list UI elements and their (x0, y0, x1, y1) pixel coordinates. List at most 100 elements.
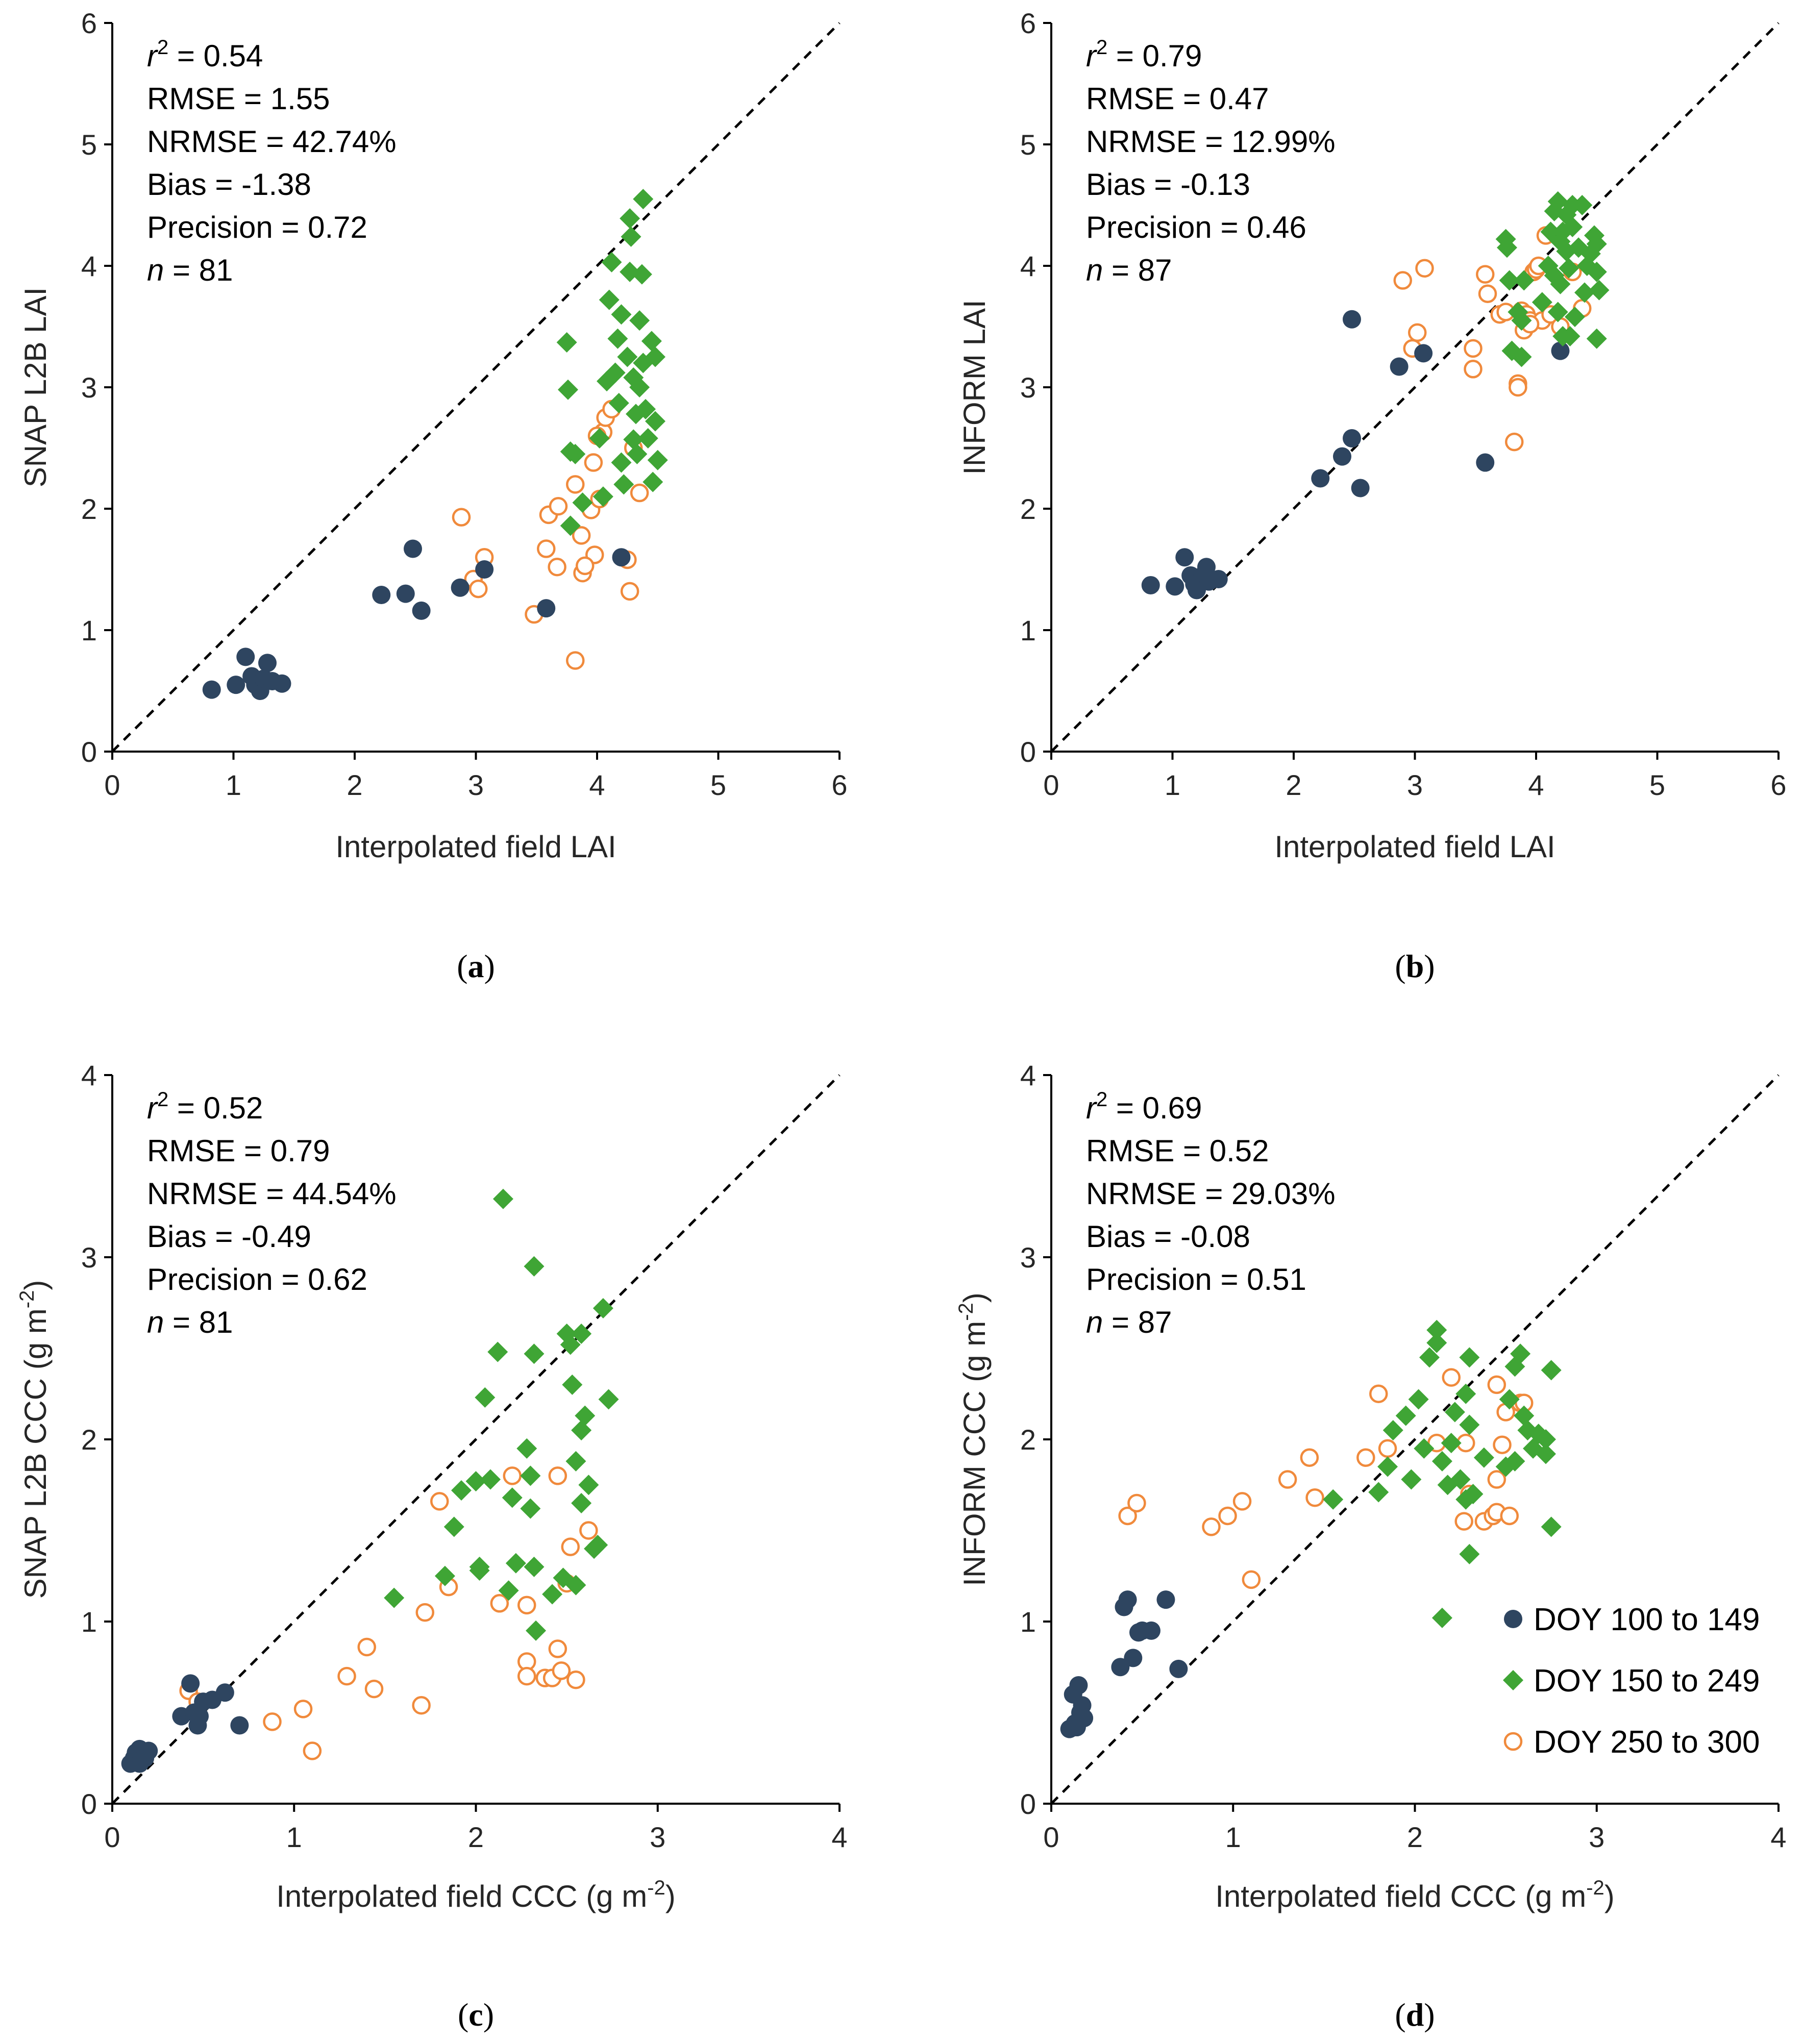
data-point (520, 1498, 541, 1519)
data-point (566, 651, 585, 670)
data-point (1197, 558, 1216, 577)
y-tick-label: 4 (81, 250, 97, 282)
data-point (549, 496, 568, 516)
series-g1 (121, 1674, 249, 1773)
x-tick-label: 4 (831, 1821, 847, 1853)
y-axis-title-text: INFORM LAI (957, 300, 992, 475)
data-point (1444, 1402, 1465, 1423)
series-g1 (1060, 1590, 1188, 1738)
data-point (1408, 323, 1427, 342)
data-point (132, 1751, 151, 1769)
y-axis-title-text: SNAP L2B LAI (18, 287, 53, 487)
data-point (1586, 328, 1607, 349)
data-point (258, 654, 277, 672)
data-point (1067, 1718, 1086, 1737)
data-point (1431, 1607, 1452, 1628)
data-point (542, 1584, 563, 1605)
data-point (1541, 1516, 1562, 1537)
data-point (1069, 1676, 1088, 1694)
stat-nrmse: NRMSE = 29.03% (1086, 1177, 1336, 1211)
panel-label-letter: d (1406, 1997, 1424, 2033)
stat-r2-eq: = (1107, 39, 1142, 73)
data-point (524, 1556, 545, 1577)
data-point (630, 483, 649, 503)
data-point (1586, 261, 1607, 282)
stat-n: n = 87 (1086, 253, 1172, 287)
series-g1 (1141, 310, 1570, 600)
data-point (631, 264, 652, 285)
data-point (592, 486, 613, 507)
data-point (1464, 360, 1483, 379)
stat-rmse: RMSE = 1.55 (147, 82, 330, 116)
stat-precision: Precision = 0.72 (147, 210, 367, 244)
data-point (627, 443, 648, 464)
data-point (1311, 469, 1330, 488)
data-point (384, 1587, 405, 1608)
data-point (263, 1712, 282, 1731)
x-tick-label: 2 (468, 1821, 484, 1853)
y-axis-title-exponent: -2 (16, 1290, 38, 1309)
data-point (1305, 1488, 1324, 1507)
y-tick-label: 1 (1020, 1606, 1036, 1638)
stat-r2-value: 0.69 (1143, 1091, 1202, 1125)
y-axis-title: INFORM LAI (957, 300, 992, 475)
y-tick-label: 2 (1020, 1424, 1036, 1456)
stat-bias: Bias = -0.13 (1086, 167, 1250, 202)
y-axis-title-text: INFORM CCC (g m (957, 1321, 992, 1586)
data-point (190, 1707, 209, 1726)
data-point (1514, 270, 1535, 291)
data-point (1487, 1375, 1506, 1394)
data-point (558, 379, 578, 400)
stat-r2-symbol: r (147, 39, 158, 73)
data-point (1565, 306, 1585, 327)
data-point (613, 474, 634, 495)
data-point (560, 1334, 581, 1355)
y-tick-label: 6 (1020, 7, 1036, 39)
data-point (587, 1535, 608, 1556)
stat-nrmse: NRMSE = 42.74% (147, 124, 397, 159)
y-axis-title: SNAP L2B LAI (18, 287, 53, 487)
data-point (572, 492, 593, 513)
data-point (1169, 1659, 1188, 1678)
data-point (469, 579, 488, 599)
data-point (612, 548, 631, 567)
data-point (236, 647, 255, 666)
data-point (1124, 1649, 1143, 1667)
y-tick-label: 0 (81, 1788, 97, 1820)
y-tick-label: 1 (81, 1606, 97, 1638)
x-axis-title-exponent: -2 (647, 1877, 665, 1899)
y-tick-label: 2 (81, 1424, 97, 1456)
x-tick-label: 3 (1407, 769, 1423, 801)
series-g2 (556, 189, 668, 536)
stat-bias: Bias = -0.49 (147, 1219, 311, 1254)
x-axis-title-text: Interpolated field CCC (g m (1215, 1879, 1586, 1913)
data-point (635, 398, 656, 419)
stat-r2-eq: = (168, 1091, 203, 1125)
x-tick-label: 1 (286, 1821, 302, 1853)
stat-r2-eq: = (1107, 1091, 1142, 1125)
data-point (1343, 310, 1361, 329)
data-point (629, 310, 650, 331)
panel-b: 0 1 2 3 4 5 6 0 1 2 3 4 5 6 Interpolated field LAI INFO… (957, 7, 1787, 984)
series-g2 (1495, 191, 1610, 367)
data-point (1499, 270, 1520, 291)
stat-r2-eq: = (168, 39, 203, 73)
stat-r2: r2 = 0.79 (1086, 36, 1202, 73)
data-point (1431, 1451, 1452, 1472)
data-point (215, 1683, 234, 1702)
data-point (1459, 1347, 1480, 1368)
series-g3 (452, 400, 649, 670)
data-point (1504, 1451, 1525, 1472)
x-tick-label: 0 (104, 769, 120, 801)
data-point (1493, 1435, 1512, 1454)
panel-label-close: ) (1424, 948, 1435, 984)
data-point (576, 556, 595, 576)
data-point (517, 1666, 536, 1686)
y-tick-label: 3 (81, 1241, 97, 1274)
data-point (1419, 1347, 1440, 1368)
data-point (1476, 453, 1495, 472)
data-point (578, 1475, 599, 1495)
data-point (1505, 432, 1524, 452)
stat-n-symbol: n (1086, 1305, 1103, 1339)
data-point (1589, 280, 1610, 301)
